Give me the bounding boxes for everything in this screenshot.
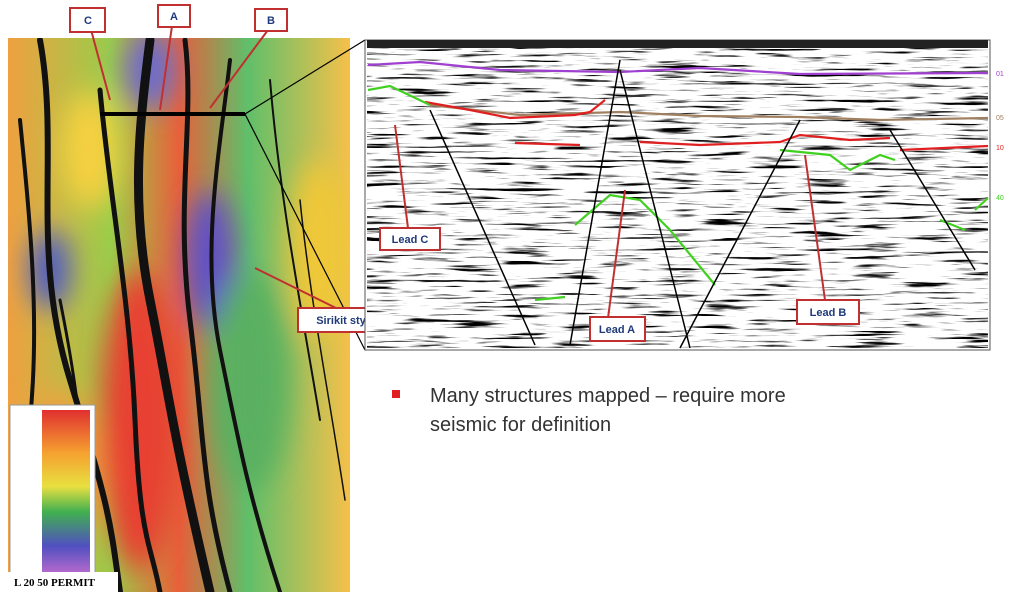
seismic: 01 05 10 40 Lead C Lead A Lead B [364,39,1004,351]
map-label: B [267,15,275,27]
lead-label: Lead A [599,324,635,336]
lead-label: Lead B [810,307,847,319]
bullet-text: Many structures mapped – require more [430,385,786,407]
horizon-label: 01 [996,71,1004,78]
map-label: C [84,15,92,27]
horizon-label: 40 [996,195,1004,202]
permit-label: L 20 50 PERMIT [14,577,96,589]
horizon-label: 05 [996,115,1004,122]
map-label: A [170,11,178,23]
horizon-label: 10 [996,145,1004,152]
map: L 20 50 PERMIT [8,38,350,592]
bullet-text: seismic for definition [430,414,611,436]
bullet: Many structures mapped – require more se… [392,385,786,436]
lead-label: Lead C [392,234,429,246]
